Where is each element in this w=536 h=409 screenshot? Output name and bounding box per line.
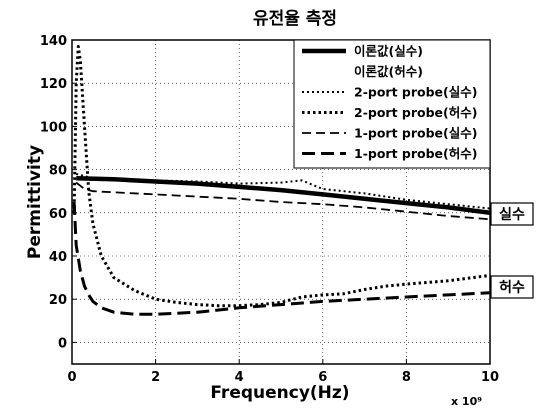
legend-label-0: 이론값(실수) — [354, 44, 423, 59]
y-tick-label: 140 — [40, 34, 67, 49]
y-tick-label: 120 — [40, 77, 67, 92]
legend-label-2: 2-port probe(실수) — [354, 85, 477, 100]
y-tick-label: 80 — [49, 164, 67, 179]
y-tick-label: 0 — [58, 336, 67, 351]
x-tick-label: 2 — [151, 370, 160, 385]
plot-frame — [71, 39, 491, 365]
annot-label-imag: 허수 — [499, 279, 525, 296]
series-line-4 — [75, 181, 490, 221]
x-axis-label: Frequency(Hz) — [210, 383, 349, 403]
x-tick-label: 8 — [402, 370, 411, 385]
legend-box — [293, 39, 491, 169]
legend-label-4: 1-port probe(실수) — [354, 126, 477, 141]
annot-label-real: 실수 — [499, 207, 525, 223]
x-tick-label: 6 — [318, 370, 327, 385]
x-tick-label: 0 — [67, 370, 76, 385]
legend-label-1: 이론값(허수) — [354, 64, 423, 79]
chart-title: 유전율 측정 — [253, 9, 337, 29]
y-tick-label: 20 — [49, 293, 67, 308]
legend-label-3: 2-port probe(허수) — [354, 105, 477, 120]
series-layer — [72, 45, 490, 316]
x-axis-multiplier: x 10⁹ — [451, 395, 482, 408]
y-axis-label: Permittivity — [25, 145, 45, 259]
series-line-5 — [72, 201, 490, 316]
series-group — [72, 45, 490, 316]
annot-box-imag — [490, 275, 534, 299]
y-tick-label: 60 — [49, 207, 67, 222]
legend-label-5: 1-port probe(허수) — [354, 146, 477, 161]
series-line-0 — [76, 175, 490, 216]
y-tick-label: 40 — [49, 250, 67, 265]
annot-box-real — [490, 202, 534, 226]
x-tick-label: 4 — [235, 370, 244, 385]
legend: 이론값(실수) 이론값(허수) 2-port probe(실수) 2-port pro… — [293, 39, 491, 169]
series-line-2 — [75, 172, 490, 210]
y-tick-label: 100 — [40, 120, 67, 135]
series-line-3 — [72, 45, 490, 308]
x-tick-label: 10 — [481, 370, 499, 385]
